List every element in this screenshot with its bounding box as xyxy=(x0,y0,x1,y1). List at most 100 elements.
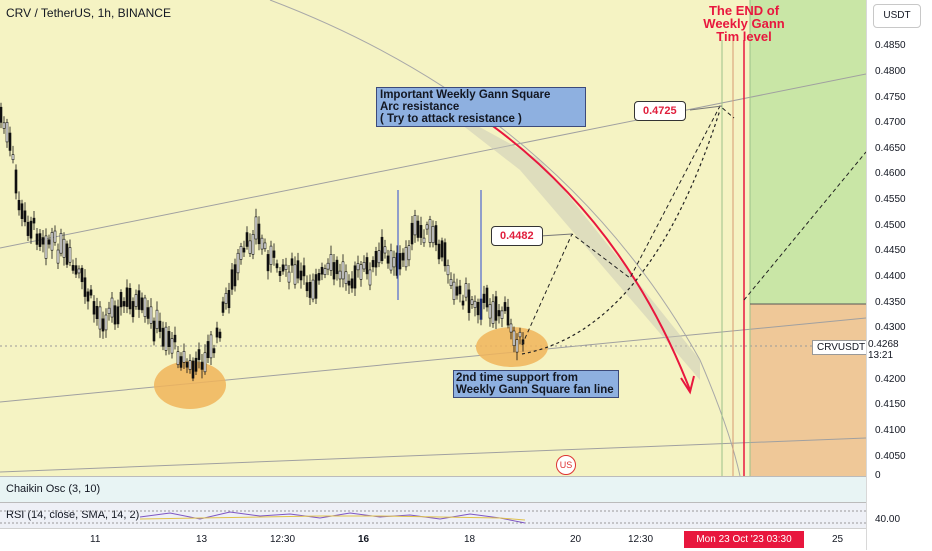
y-tick: 0.4050 xyxy=(875,451,906,462)
target-label-2[interactable]: 0.4725 xyxy=(634,101,686,121)
candle-body xyxy=(350,278,354,289)
candle-body xyxy=(494,296,498,321)
target-label-1[interactable]: 0.4482 xyxy=(491,226,543,246)
candle-body xyxy=(47,239,51,245)
arc-resistance-note[interactable]: Important Weekly Gann Square Arc resista… xyxy=(376,87,586,127)
candle-body xyxy=(308,282,312,298)
time-end-note[interactable]: The END of Weekly Gann Tim level xyxy=(703,3,785,44)
candle-body xyxy=(476,301,480,316)
candle-body xyxy=(377,250,381,264)
candle-body xyxy=(98,306,102,330)
candle-body xyxy=(269,245,273,265)
candle-body xyxy=(233,264,237,287)
candle-body xyxy=(392,257,396,268)
y-tick: 0.4750 xyxy=(875,92,906,103)
candle-body xyxy=(173,334,177,343)
current-price-value: 0.4268 xyxy=(868,339,899,350)
candle-body xyxy=(14,169,18,194)
candle-body xyxy=(410,222,414,245)
candle-body xyxy=(413,215,417,236)
candle-body xyxy=(128,288,132,310)
candle-body xyxy=(131,301,135,318)
time-axis[interactable]: 11 13 12:30 16 18 20 12:30 25 xyxy=(0,528,866,551)
candle-body xyxy=(371,260,375,268)
candle-body xyxy=(335,259,339,275)
candle-body xyxy=(506,306,510,326)
candle-body xyxy=(302,265,306,277)
x-tick: 25 xyxy=(832,534,844,545)
fan-support-note[interactable]: 2nd time support from Weekly Gann Square… xyxy=(453,370,619,398)
candle-body xyxy=(434,225,438,246)
candle-body xyxy=(200,361,204,370)
target2-connector xyxy=(689,105,723,111)
candle-body xyxy=(113,305,117,325)
candle-body xyxy=(404,247,408,268)
rsi-pane[interactable]: RSI (14, close, SMA, 14, 2) xyxy=(0,502,866,529)
projection-path-3 xyxy=(743,151,866,301)
fan-line-lower xyxy=(0,437,866,473)
candle-body xyxy=(485,287,489,308)
candle-body xyxy=(20,203,24,219)
candle-body xyxy=(167,331,171,347)
y-tick: 0.4800 xyxy=(875,66,906,77)
candle-body xyxy=(104,314,108,331)
us-flag-event-icon[interactable]: US xyxy=(556,455,576,475)
candle-body xyxy=(362,261,366,270)
candle-body xyxy=(467,289,471,313)
candle-body xyxy=(461,300,465,306)
candle-body xyxy=(125,287,129,307)
candle-body xyxy=(287,271,291,283)
candle-body xyxy=(290,258,294,266)
candle-body xyxy=(152,320,156,342)
y-tick: 0.4300 xyxy=(875,322,906,333)
candle-body xyxy=(155,309,159,329)
candle-body xyxy=(380,236,384,261)
candle-body xyxy=(251,234,255,255)
candle-body xyxy=(26,221,30,236)
candle-body xyxy=(212,348,216,354)
chaikin-pane[interactable]: Chaikin Osc (3, 10) xyxy=(0,476,866,503)
candle-body xyxy=(266,254,270,272)
candle-body xyxy=(239,246,243,260)
candle-body xyxy=(68,247,72,263)
y-tick: 0.4200 xyxy=(875,374,906,385)
candle-body xyxy=(80,267,84,283)
candle-body xyxy=(317,273,321,281)
candle-body xyxy=(77,268,81,274)
price-axis[interactable]: USDT 0.4850 0.4800 0.4750 0.4700 0.4650 … xyxy=(866,0,932,550)
candle-body xyxy=(272,250,276,258)
candle-body xyxy=(140,297,144,311)
y-tick: 0.4150 xyxy=(875,399,906,410)
candle-body xyxy=(8,132,12,151)
candle-body xyxy=(170,338,174,354)
candle-body xyxy=(161,327,165,347)
candle-body xyxy=(242,247,246,253)
candle-body xyxy=(236,252,240,274)
candle-body xyxy=(419,225,423,238)
candle-body xyxy=(149,306,153,324)
candle-body xyxy=(305,282,309,292)
candle-body xyxy=(110,297,114,318)
candle-body xyxy=(137,290,141,310)
candle-body xyxy=(35,233,39,245)
candle-body xyxy=(296,260,300,279)
candle-body xyxy=(17,199,21,211)
candle-body xyxy=(83,277,87,297)
candle-body xyxy=(365,257,369,275)
candle-body xyxy=(323,268,327,275)
target1-connector xyxy=(539,233,573,237)
candle-body xyxy=(488,304,492,319)
candle-body xyxy=(218,331,222,339)
candle-body xyxy=(95,305,99,320)
currency-button[interactable]: USDT xyxy=(873,4,921,28)
candle-body xyxy=(512,330,516,347)
price-chart[interactable]: CRV / TetherUS, 1h, BINANCE Important We… xyxy=(0,0,866,476)
candle-body xyxy=(116,306,120,325)
candle-body xyxy=(23,210,27,223)
rsi-axis-value: 40.00 xyxy=(875,514,901,525)
candle-body xyxy=(452,281,456,301)
y-tick: 0.4550 xyxy=(875,194,906,205)
candle-body xyxy=(368,269,372,286)
bar-countdown: 13:21 xyxy=(868,350,894,361)
candle-body xyxy=(107,307,111,314)
